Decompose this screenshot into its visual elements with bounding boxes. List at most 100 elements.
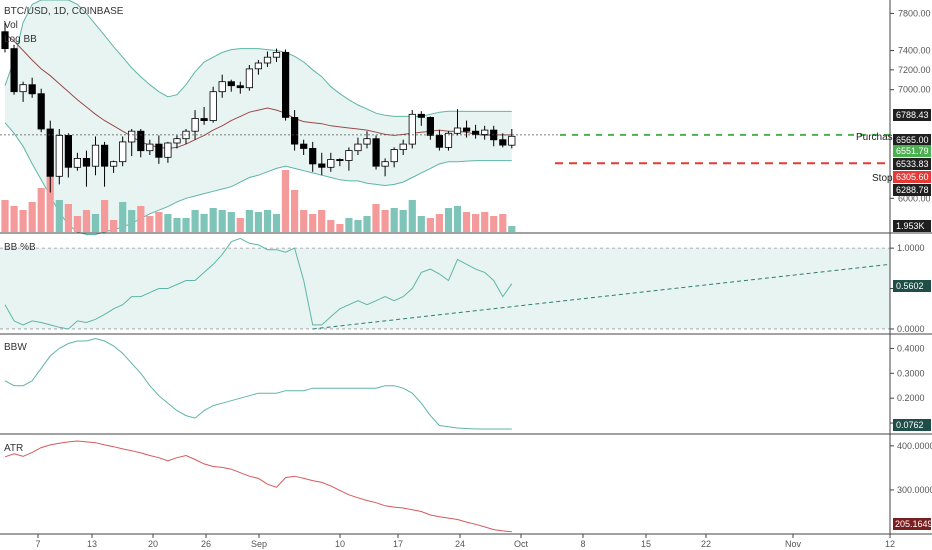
candle-body [164,142,172,158]
volume-bar [481,212,489,232]
volume-bar [354,220,362,232]
price-y-tick-label: 7000.00 [898,85,931,95]
candle-body [345,150,353,161]
volume-bar [472,214,480,232]
candle-body [444,132,453,148]
candle-body [137,130,145,152]
candle-body [37,93,45,130]
x-tick-label: 22 [701,539,711,549]
candle-body [372,138,380,167]
candle-body [173,138,181,144]
price-tag-box [893,109,931,121]
bollinger-legend-label: Log BB [4,34,37,45]
bbpercent-trendline [312,263,891,330]
x-tick-label: Sep [251,539,267,549]
candle-body [236,85,244,89]
volume-bar [372,204,380,232]
bbpercent-last-tag: 0.5602 [896,281,924,291]
volume-bar [46,160,54,232]
candle-body [10,48,18,93]
bbw-panel-title: BBW [4,342,27,353]
volume-bar [91,214,100,232]
candle-body [119,141,127,163]
volume-bar [444,208,453,232]
candle-body [471,130,480,135]
atr-panel-title: ATR [4,443,23,454]
bbpercent-last-tag-box [893,280,931,292]
volume-bar [236,218,244,232]
volume-bar [155,212,163,232]
bbpercent-band-fill [0,248,890,329]
volume-bar [291,190,299,232]
volume-bar [399,210,407,232]
chart-symbol-title: BTC/USD, 1D, COINBASE [4,6,124,17]
volume-bar [73,216,81,232]
price-tag: 6533.83 [896,159,929,169]
atr-line [4,440,512,533]
volume-bar [110,220,118,232]
candle-body [19,84,27,93]
volume-bar [64,204,72,232]
bbw-y-tick-label: 0.3000 [897,368,925,378]
candle-body [91,144,100,167]
volume-bar [19,210,27,232]
candle-body [200,118,208,121]
candle-body [508,135,516,146]
price-tag: 6288.78 [896,185,929,195]
candle-body [191,118,199,132]
x-tick-label: Nov [785,539,802,549]
candle-body [435,134,444,148]
candle-body [426,117,435,136]
volume-tag: 1.953K [896,221,925,231]
candle-body [417,113,425,118]
volume-bar [499,214,507,232]
candle-body [218,81,226,93]
candle-body [327,159,335,168]
price-tag-box [893,145,931,157]
volume-bar [435,214,443,232]
volume-bar [200,214,208,232]
x-tick-label: 24 [455,539,465,549]
x-tick-label: 8 [580,539,585,549]
volume-bar [37,188,45,232]
bbw-last-tag: 0.0762 [896,420,924,430]
candle-body [300,143,308,149]
atr-last-tag-box [893,518,931,530]
price-y-tick-label: 7800.00 [898,8,931,18]
volume-bar [227,212,235,232]
candle-body [146,143,154,152]
volume-legend-label: Vol [4,20,18,31]
x-tick-label: 26 [201,539,211,549]
price-tag-box [893,158,931,170]
volume-bar [453,206,462,232]
atr-y-tick-label: 400.0000 [897,441,932,451]
candle-body [290,117,299,145]
bbw-y-tick-label: 0.4000 [897,343,925,353]
candle-body [318,163,326,168]
bbpercent-line [4,237,513,330]
volume-bar [309,214,317,232]
bbw-last-tag-box [893,419,931,431]
candle-body [499,139,507,146]
x-tick-label: 10 [335,539,345,549]
x-tick-label: 13 [87,539,97,549]
volume-bar [272,214,281,232]
candle-body [363,138,371,145]
bbpercent-y-tick-label: 1.0000 [897,243,925,253]
bbw-y-tick-label: 0.2000 [897,393,925,403]
volume-bar [318,210,326,232]
volume-bar [390,208,398,232]
volume-bar [281,170,290,232]
candle-body [209,91,217,121]
volume-bar [363,216,371,232]
bollinger-lower-line [4,122,512,235]
volume-tag-box [893,220,931,232]
price-tag: 6565.00 [896,135,929,145]
volume-bar [426,218,434,232]
atr-y-tick-label: 300.0000 [897,485,932,495]
volume-bar [263,210,272,232]
volume-bar [82,210,91,232]
price-y-tick-label: 7200.00 [898,65,931,75]
volume-bar [10,206,18,232]
